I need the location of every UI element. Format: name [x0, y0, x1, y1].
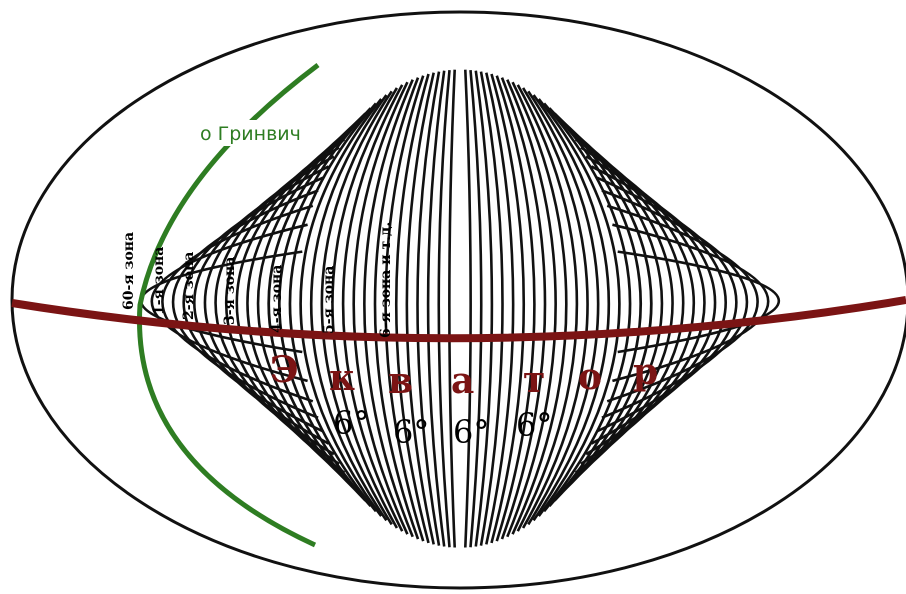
zone-label-2: 2-я зона — [181, 252, 197, 320]
zone-labels: 60-я зона 1-я зона 2-я зона 3-я зона 4-я… — [121, 222, 394, 338]
meridian-line — [448, 69, 456, 548]
equator-letter-1: Э — [270, 349, 299, 391]
meridian-line — [341, 84, 404, 532]
zone-label-6: 6-я зона и т.д. — [378, 222, 394, 338]
greenwich-label-bg — [196, 120, 314, 146]
degree-label-3: 6° — [453, 413, 489, 451]
equator-letter-3: в — [388, 360, 413, 402]
meridian-line — [416, 71, 441, 546]
greenwich-label: о Гринвич — [200, 123, 301, 145]
meridian-line — [516, 84, 579, 532]
meridian-line — [500, 77, 547, 540]
meridian-line — [537, 98, 621, 517]
meridian-lines — [139, 69, 781, 548]
meridian-line — [225, 138, 346, 474]
zone-label-5: 5-я зона — [321, 266, 337, 334]
meridian-line — [469, 69, 483, 548]
globe-ellipse — [10, 10, 906, 590]
meridian-line — [606, 204, 759, 403]
meridian-line — [150, 223, 308, 383]
meridian-line — [495, 75, 536, 542]
meridian-line — [617, 250, 781, 354]
equator-letter-6: о — [578, 356, 602, 398]
meridian-line — [352, 81, 409, 535]
equator-letter-5: т — [523, 359, 545, 401]
meridian-line — [235, 130, 351, 482]
globe-outline — [10, 10, 906, 590]
meridian-line — [464, 69, 472, 548]
meridian-line — [331, 87, 399, 529]
meridian-line — [506, 79, 557, 538]
zone-label-60: 60-я зона — [121, 232, 137, 310]
meridian-line — [405, 72, 435, 545]
meridian-line — [394, 73, 430, 544]
equator-letter-4: а — [451, 360, 474, 402]
meridian-line — [474, 70, 494, 547]
meridian-line — [256, 118, 361, 496]
meridian-line — [267, 112, 367, 502]
meridian-line — [437, 69, 451, 548]
meridian-line — [543, 102, 632, 513]
meridian-line — [490, 73, 526, 544]
degree-labels: 6° 6° 6° 6° — [333, 404, 552, 451]
equator-letter-7: р — [633, 351, 658, 393]
meridian-line — [590, 165, 727, 445]
meridian-line — [596, 176, 738, 433]
meridian-line — [299, 98, 383, 517]
meridian-line — [246, 124, 356, 489]
meridian-line — [320, 90, 393, 526]
zone-label-3: 3-я зона — [222, 257, 238, 325]
meridian-line — [527, 90, 600, 526]
meridian-line — [521, 87, 589, 529]
meridian-line — [426, 70, 446, 547]
meridian-line — [363, 79, 414, 538]
zone-label-4: 4-я зона — [269, 265, 285, 333]
meridian-line — [612, 223, 770, 383]
meridian-line — [384, 75, 425, 542]
meridian-line — [479, 71, 504, 546]
degree-label-2: 6° — [393, 413, 429, 451]
degree-label-1: 6° — [333, 404, 369, 442]
equator-line — [11, 296, 906, 343]
degree-label-4: 6° — [516, 406, 552, 444]
equator-letter-2: к — [329, 357, 355, 399]
meridian-line — [288, 102, 377, 513]
equator-word: Э к в а т о р — [270, 349, 658, 402]
meridian-line — [601, 189, 748, 419]
meridian-line — [585, 155, 717, 456]
meridian-line — [511, 81, 568, 535]
meridian-line — [485, 72, 515, 545]
meridian-line — [532, 94, 610, 522]
meridian-line — [373, 77, 420, 540]
zone-label-1: 1-я зона — [151, 247, 167, 315]
meridian-line — [278, 107, 372, 508]
meridian-line — [310, 94, 388, 522]
